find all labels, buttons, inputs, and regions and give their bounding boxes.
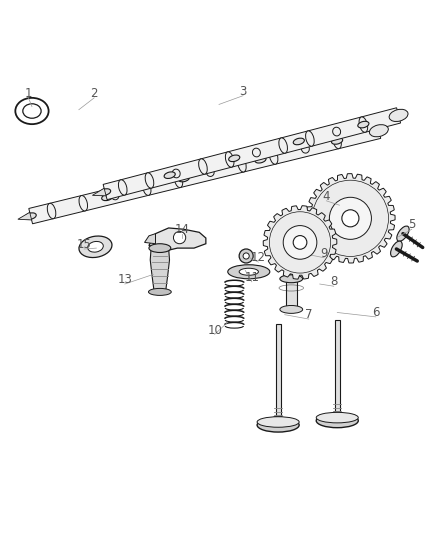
Ellipse shape	[88, 241, 103, 252]
Text: 7: 7	[305, 308, 313, 321]
Circle shape	[329, 197, 371, 239]
Text: 11: 11	[244, 271, 259, 284]
Circle shape	[293, 236, 307, 249]
Ellipse shape	[293, 138, 304, 145]
Ellipse shape	[391, 241, 402, 257]
Ellipse shape	[280, 237, 315, 249]
Ellipse shape	[333, 133, 341, 149]
Polygon shape	[150, 248, 170, 292]
Bar	[276, 324, 281, 417]
Ellipse shape	[142, 180, 151, 196]
Ellipse shape	[389, 109, 408, 122]
Circle shape	[243, 253, 249, 259]
Ellipse shape	[332, 127, 341, 136]
Polygon shape	[29, 123, 381, 224]
Ellipse shape	[372, 126, 385, 135]
Ellipse shape	[79, 196, 88, 211]
Bar	[286, 279, 297, 310]
Polygon shape	[289, 243, 307, 269]
Text: 14: 14	[174, 223, 189, 236]
Polygon shape	[306, 174, 395, 263]
Ellipse shape	[228, 265, 270, 279]
Polygon shape	[149, 228, 206, 251]
Ellipse shape	[316, 414, 358, 427]
Ellipse shape	[118, 180, 127, 195]
Ellipse shape	[332, 138, 343, 144]
Ellipse shape	[174, 172, 183, 188]
Ellipse shape	[257, 417, 299, 427]
Polygon shape	[92, 188, 106, 196]
Text: 5: 5	[408, 219, 415, 231]
Circle shape	[173, 231, 186, 244]
Ellipse shape	[392, 111, 405, 119]
Ellipse shape	[301, 144, 309, 153]
Text: 1: 1	[25, 87, 32, 100]
Ellipse shape	[145, 173, 154, 188]
Bar	[335, 320, 340, 413]
Text: 12: 12	[251, 251, 266, 264]
Text: 2: 2	[90, 87, 98, 100]
Text: 4: 4	[322, 190, 330, 203]
Text: 9: 9	[320, 247, 328, 260]
Text: 3: 3	[240, 85, 247, 98]
Ellipse shape	[238, 157, 246, 172]
Ellipse shape	[111, 191, 119, 200]
Ellipse shape	[269, 149, 278, 164]
Ellipse shape	[239, 268, 258, 275]
Ellipse shape	[369, 125, 389, 137]
Ellipse shape	[148, 288, 171, 295]
Circle shape	[239, 249, 253, 263]
Ellipse shape	[280, 275, 303, 282]
Ellipse shape	[172, 169, 180, 178]
Circle shape	[283, 225, 317, 259]
Ellipse shape	[373, 127, 385, 134]
Text: 13: 13	[117, 273, 132, 286]
Ellipse shape	[79, 236, 112, 257]
Ellipse shape	[280, 305, 303, 313]
Ellipse shape	[229, 155, 240, 161]
Text: 15: 15	[77, 238, 92, 251]
Polygon shape	[145, 233, 155, 244]
Ellipse shape	[306, 131, 314, 146]
Ellipse shape	[257, 418, 299, 432]
Ellipse shape	[199, 159, 207, 174]
Ellipse shape	[15, 98, 49, 124]
Ellipse shape	[397, 226, 409, 241]
Circle shape	[342, 210, 359, 227]
Text: 6: 6	[372, 306, 380, 319]
Polygon shape	[103, 108, 401, 200]
Ellipse shape	[149, 244, 171, 253]
Ellipse shape	[102, 194, 113, 200]
Text: 10: 10	[207, 324, 222, 336]
Ellipse shape	[206, 168, 214, 176]
Ellipse shape	[226, 152, 234, 167]
Ellipse shape	[23, 104, 41, 118]
Ellipse shape	[164, 172, 175, 179]
Ellipse shape	[393, 112, 404, 119]
Polygon shape	[265, 416, 291, 422]
Ellipse shape	[252, 148, 260, 157]
Text: 8: 8	[330, 276, 337, 288]
Polygon shape	[324, 412, 350, 417]
Ellipse shape	[47, 203, 56, 219]
Ellipse shape	[25, 213, 36, 220]
Ellipse shape	[99, 189, 111, 195]
Ellipse shape	[359, 117, 367, 132]
Ellipse shape	[358, 122, 369, 128]
Ellipse shape	[284, 265, 312, 273]
Ellipse shape	[255, 157, 266, 163]
Polygon shape	[18, 212, 32, 220]
Ellipse shape	[178, 175, 190, 182]
Ellipse shape	[279, 138, 287, 153]
Ellipse shape	[316, 413, 358, 423]
Polygon shape	[263, 206, 337, 279]
